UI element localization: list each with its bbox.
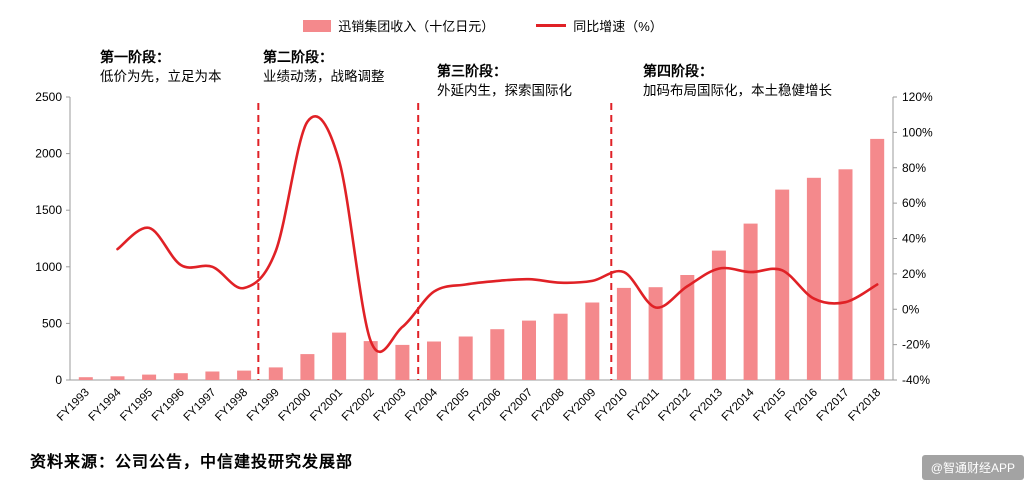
svg-text:FY2003: FY2003 [372,387,409,424]
phase-3-desc: 外延内生，探索国际化 [437,83,572,98]
svg-text:FY2011: FY2011 [625,387,661,423]
revenue-bar-FY2018 [870,138,885,380]
revenue-bar-FY2015 [775,189,790,380]
phase-4-title: 第四阶段： [643,63,713,79]
svg-text:FY1999: FY1999 [245,387,282,424]
svg-text:FY2001: FY2001 [308,387,345,424]
svg-text:120%: 120% [902,90,933,104]
svg-text:0: 0 [55,373,62,387]
svg-text:FY2005: FY2005 [435,387,472,424]
svg-text:-40%: -40% [902,373,930,387]
revenue-bar-FY2013 [711,250,726,380]
svg-text:FY1995: FY1995 [118,387,155,424]
svg-text:40%: 40% [902,232,926,246]
svg-text:20%: 20% [902,267,926,281]
svg-text:FY1994: FY1994 [87,386,124,423]
svg-text:FY2006: FY2006 [466,387,503,424]
revenue-bar-FY1996 [173,373,188,380]
phase-annotation-1: 第一阶段： 低价为先，立足为本 [100,48,222,86]
svg-text:FY2013: FY2013 [688,387,725,424]
revenue-bar-FY2007 [522,320,536,380]
revenue-bar-FY2010 [616,287,631,380]
chart-legend: 迅销集团收入（十亿日元） 同比增速（%） [0,16,966,35]
revenue-bar-FY2009 [585,302,600,380]
phase-1-desc: 低价为先，立足为本 [100,69,222,84]
revenue-bar-FY2005 [458,336,473,380]
svg-text:FY1996: FY1996 [150,387,187,424]
svg-text:FY2015: FY2015 [751,387,788,424]
phase-1-title: 第一阶段： [100,49,170,65]
revenue-bar-FY2014 [743,223,758,380]
axes [69,97,894,381]
svg-text:FY2000: FY2000 [277,387,314,424]
legend-item-revenue: 迅销集团收入（十亿日元） [303,16,494,35]
watermark-badge: @智通财经APP [921,455,1024,480]
revenue-bar-FY2012 [680,275,695,380]
revenue-bar-FY2004 [427,341,441,380]
revenue-bar-FY2002 [363,341,378,380]
revenue-bar-FY2016 [806,177,821,380]
revenue-bar-FY1995 [142,374,157,380]
svg-text:FY2017: FY2017 [815,387,852,424]
right-axis-labels: -40% -20% 0% 20% 40% 60% 80% 100% 120% [893,90,933,387]
x-axis-labels: FY1993FY1994FY1995FY1996FY1997FY1998FY19… [55,386,883,423]
svg-text:FY2018: FY2018 [846,387,883,424]
svg-text:FY2009: FY2009 [561,387,598,424]
svg-text:FY2012: FY2012 [656,387,693,424]
revenue-bar-FY1994 [110,376,125,380]
phase-2-desc: 业绩动荡，战略调整 [263,69,385,84]
revenue-bar-FY1999 [268,367,283,380]
legend-item-growth: 同比增速（%） [536,16,663,35]
svg-text:FY2010: FY2010 [593,387,630,424]
svg-text:FY2016: FY2016 [783,387,820,424]
phase-3-title: 第三阶段： [437,63,507,79]
phase-annotation-3: 第三阶段： 外延内生，探索国际化 [437,62,572,100]
svg-text:2500: 2500 [35,90,62,104]
revenue-bars [78,138,885,380]
revenue-bar-FY1998 [237,370,252,380]
growth-legend-label: 同比增速（%） [573,19,663,34]
svg-text:FY2014: FY2014 [720,386,757,423]
svg-text:0%: 0% [902,302,920,316]
svg-text:80%: 80% [902,161,926,175]
revenue-bar-FY2006 [490,329,505,380]
phase-annotation-2: 第二阶段： 业绩动荡，战略调整 [263,48,385,86]
revenue-legend-label: 迅销集团收入（十亿日元） [338,19,495,34]
svg-text:60%: 60% [902,196,926,210]
source-note: 资料来源：公司公告，中信建投研究发展部 [30,454,354,471]
svg-text:FY1998: FY1998 [213,387,250,424]
left-axis-labels: 0 500 1000 1500 2000 2500 [35,90,70,387]
svg-text:1000: 1000 [35,260,62,274]
growth-line [116,115,879,353]
svg-text:2000: 2000 [35,147,62,161]
revenue-bar-FY2017 [838,169,853,380]
svg-text:1500: 1500 [35,203,62,217]
revenue-bar-FY2000 [300,354,315,380]
phase-divider-lines [257,103,613,380]
revenue-bar-FY1997 [205,371,220,380]
svg-text:500: 500 [42,316,62,330]
revenue-bar-FY2008 [553,313,568,380]
svg-text:FY1997: FY1997 [182,387,219,424]
svg-text:FY2002: FY2002 [340,387,377,424]
revenue-bar-FY2003 [395,344,410,380]
svg-text:FY1993: FY1993 [55,387,92,424]
svg-text:FY2008: FY2008 [530,387,567,424]
phase-2-title: 第二阶段： [263,49,333,65]
svg-text:100%: 100% [902,125,933,139]
revenue-bar-FY2001 [332,332,347,380]
revenue-bar-FY1993 [78,377,93,380]
revenue-bar-FY2011 [648,287,663,380]
growth-line-swatch-icon [536,24,567,27]
revenue-bar-swatch-icon [303,19,332,32]
svg-text:FY2004: FY2004 [403,386,440,423]
phase-annotation-4: 第四阶段： 加码布局国际化，本土稳健增长 [643,62,832,100]
phase-4-desc: 加码布局国际化，本土稳健增长 [643,83,832,98]
svg-text:-20%: -20% [902,338,930,352]
svg-text:FY2007: FY2007 [498,387,535,424]
